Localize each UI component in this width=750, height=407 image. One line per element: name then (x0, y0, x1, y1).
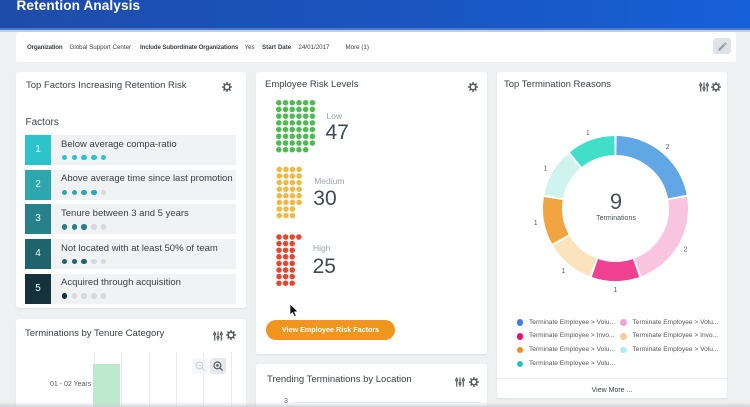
svg-text:1: 1 (561, 268, 565, 275)
svg-text:1: 1 (534, 220, 538, 227)
svg-text:2: 2 (666, 144, 670, 151)
svg-text:1: 1 (586, 130, 590, 137)
svg-text:1: 1 (614, 287, 618, 294)
svg-text:1: 1 (543, 165, 547, 172)
svg-text:2: 2 (684, 246, 688, 253)
